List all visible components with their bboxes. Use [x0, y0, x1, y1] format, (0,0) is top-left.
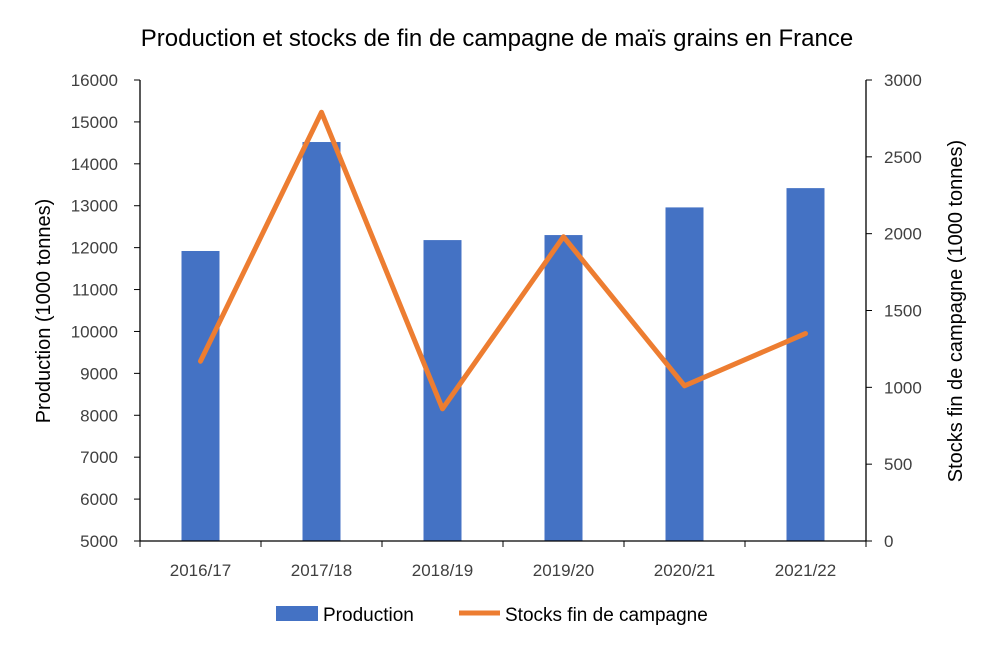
bar-2019/20 [544, 235, 583, 541]
x-tick-label: 2017/18 [291, 561, 352, 580]
left-axis-ticks: 5000 6000 7000 8000 9000 10000 11000 12000 13000… [71, 71, 140, 551]
x-tick-label: 2019/20 [533, 561, 594, 580]
bar-2017/18 [302, 142, 341, 541]
left-tick-label: 16000 [71, 71, 118, 90]
right-axis-ticks: 0 500 1000 1500 2000 2500 3000 [866, 71, 922, 551]
right-tick-label: 2000 [884, 225, 922, 244]
left-tick-label: 14000 [71, 155, 118, 174]
right-tick-label: 500 [884, 455, 912, 474]
legend-label-production: Production [323, 605, 414, 626]
left-tick-label: 7000 [80, 448, 118, 467]
left-tick-label: 10000 [71, 322, 118, 341]
left-axis-label: Production (1000 tonnes) [33, 199, 55, 424]
bar-group [181, 142, 825, 542]
left-tick-label: 11000 [72, 281, 118, 300]
right-tick-label: 1000 [884, 378, 922, 397]
x-tick-label: 2021/22 [775, 561, 836, 580]
left-tick-label: 8000 [80, 406, 118, 425]
x-tick-label: 2020/21 [654, 561, 715, 580]
axes [139, 80, 867, 542]
line-stocks-fin-de-campagne [198, 109, 808, 412]
bar-2020/21 [665, 207, 704, 542]
legend-label-stocks: Stocks fin de campagne [505, 605, 708, 626]
left-tick-label: 12000 [71, 239, 118, 258]
legend: Production Stocks fin de campagne [276, 605, 708, 626]
line-group [198, 109, 808, 412]
right-tick-label: 1500 [884, 302, 922, 321]
legend-swatch-production [276, 606, 318, 621]
right-axis-label: Stocks fin de campagne (1000 tonnes) [945, 140, 967, 482]
chart-title: Production et stocks de fin de campagne … [141, 25, 853, 52]
left-tick-label: 9000 [80, 364, 118, 383]
x-axis-ticks: 2016/17 2017/18 2018/19 2019/20 2020/21 2021/… [139, 541, 867, 580]
right-tick-label: 3000 [884, 71, 922, 90]
left-tick-label: 15000 [71, 113, 118, 132]
right-tick-label: 0 [884, 532, 893, 551]
left-tick-label: 6000 [80, 490, 118, 509]
x-tick-label: 2016/17 [170, 561, 231, 580]
right-tick-label: 2500 [884, 148, 922, 167]
x-tick-label: 2018/19 [412, 561, 473, 580]
left-tick-label: 5000 [80, 532, 118, 551]
left-tick-label: 13000 [71, 197, 118, 216]
bar-2016/17 [181, 250, 220, 542]
bar-2021/22 [786, 188, 825, 541]
